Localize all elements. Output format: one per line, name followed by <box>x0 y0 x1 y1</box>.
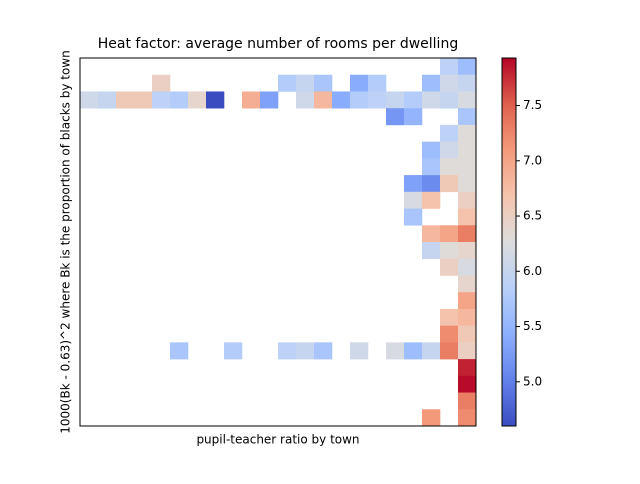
heatmap-cell <box>296 91 315 109</box>
heatmap-cell <box>206 91 225 109</box>
heatmap-cell <box>440 124 459 142</box>
y-axis-label: 1000(Bk - 0.63)^2 where Bk is the propor… <box>59 50 73 433</box>
heatmap-cell <box>458 124 477 142</box>
colorbar <box>501 57 517 427</box>
colorbar-tick-label: 6.5 <box>523 209 542 223</box>
heatmap-cell <box>422 158 441 176</box>
heatmap-cell <box>314 342 333 360</box>
heatmap-cell <box>368 91 387 109</box>
heatmap-cell <box>278 74 297 92</box>
heatmap-cell <box>296 342 315 360</box>
colorbar-tick-label: 5.5 <box>523 319 542 333</box>
heatmap-cell <box>440 58 459 76</box>
heatmap-cell <box>422 342 441 360</box>
heatmap-cell <box>440 141 459 159</box>
x-axis-label: pupil-teacher ratio by town <box>196 433 359 447</box>
heatmap-cell <box>440 74 459 92</box>
heatmap-cell <box>368 74 387 92</box>
heatmap-cell <box>260 91 279 109</box>
heatmap-cell <box>458 409 477 427</box>
heatmap-cell <box>440 175 459 193</box>
heatmap-cell <box>458 308 477 326</box>
heatmap-cell <box>440 308 459 326</box>
heatmap-cell <box>458 375 477 393</box>
heatmap-cell <box>242 91 261 109</box>
heatmap-cell <box>422 242 441 260</box>
heatmap-cell <box>458 325 477 343</box>
heatmap-cell <box>422 175 441 193</box>
heatmap-cell <box>188 91 207 109</box>
colorbar-tick-label: 6.0 <box>523 264 542 278</box>
heatmap-cell <box>80 91 99 109</box>
heatmap-cell <box>422 191 441 209</box>
heatmap-cell <box>440 225 459 243</box>
heatmap-cell <box>332 91 351 109</box>
heatmap-cell <box>458 342 477 360</box>
heatmap-cell <box>458 359 477 377</box>
heatmap-cell <box>422 141 441 159</box>
heatmap-cell <box>422 74 441 92</box>
heatmap-cell <box>404 175 423 193</box>
heatmap-cell <box>458 141 477 159</box>
heatmap-cell <box>440 242 459 260</box>
heatmap-cell <box>350 342 369 360</box>
heatmap-cell <box>440 158 459 176</box>
heatmap-cell <box>458 225 477 243</box>
heatmap-cell <box>386 342 405 360</box>
heatmap-cell <box>440 258 459 276</box>
heatmap-cell <box>458 191 477 209</box>
heatmap-cell <box>458 158 477 176</box>
heatmap-cell <box>404 342 423 360</box>
heatmap-cell <box>422 91 441 109</box>
heatmap-cell <box>386 108 405 126</box>
heatmap-cell <box>458 242 477 260</box>
heatmap-cell <box>458 208 477 226</box>
heatmap-cell <box>458 74 477 92</box>
heatmap-cell <box>458 258 477 276</box>
heatmap-cell <box>458 275 477 293</box>
heatmap-cell <box>386 91 405 109</box>
heatmap-cell <box>440 325 459 343</box>
heatmap-cell <box>170 342 189 360</box>
heatmap-cell <box>116 91 135 109</box>
heatmap-cell <box>170 91 189 109</box>
plot-frame <box>79 57 477 427</box>
chart-title: Heat factor: average number of rooms per… <box>98 36 458 52</box>
heatmap-cell <box>458 292 477 310</box>
heatmap-cell <box>440 91 459 109</box>
heatmap-cell <box>404 208 423 226</box>
colorbar-tick-label: 7.0 <box>523 153 542 167</box>
heatmap-cell <box>350 74 369 92</box>
heatmap-cell <box>404 91 423 109</box>
heatmap-cell <box>422 409 441 427</box>
heatmap-cell <box>404 191 423 209</box>
heatmap-cell <box>314 91 333 109</box>
heatmap-cell <box>152 91 171 109</box>
heatmap-cell <box>440 342 459 360</box>
heatmap-cells <box>80 58 477 427</box>
heatmap-cell <box>152 74 171 92</box>
heatmap-cell <box>350 91 369 109</box>
heatmap-cell <box>314 74 333 92</box>
heatmap-cell <box>422 225 441 243</box>
heatmap-cell <box>98 91 117 109</box>
heatmap-cell <box>458 91 477 109</box>
heatmap-cell <box>458 175 477 193</box>
heatmap-cell <box>458 108 477 126</box>
colorbar-tick-label: 7.5 <box>523 98 542 112</box>
heatmap-cell <box>296 74 315 92</box>
heatmap-cell <box>278 342 297 360</box>
heatmap-cell <box>404 108 423 126</box>
heatmap-cell <box>458 58 477 76</box>
heatmap-cell <box>458 392 477 410</box>
heatmap-cell <box>134 91 153 109</box>
heatmap-cell <box>224 342 243 360</box>
colorbar-tick-label: 5.0 <box>523 374 542 388</box>
